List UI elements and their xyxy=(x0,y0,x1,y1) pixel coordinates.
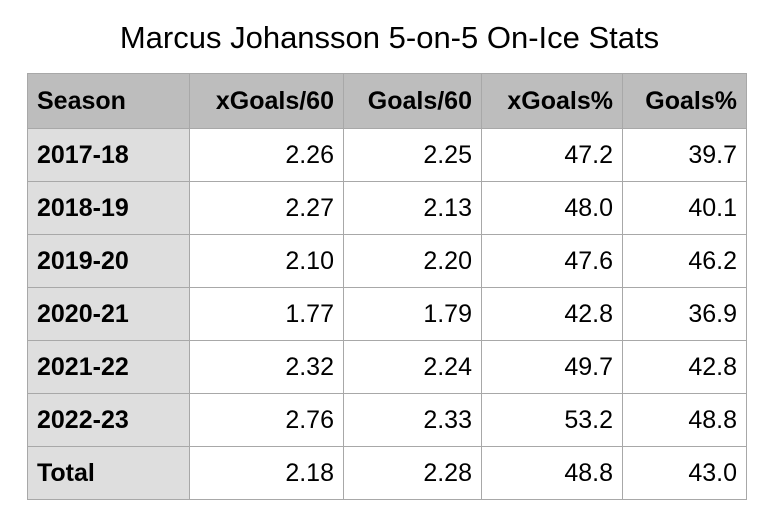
xgoals-pct-cell: 53.2 xyxy=(481,393,623,447)
table-row: 2017-18 2.26 2.25 47.2 39.7 xyxy=(27,128,747,182)
goals-per-60-cell: 2.33 xyxy=(343,393,482,447)
goals-per-60-cell: 1.79 xyxy=(343,287,482,341)
header-xgoals-per-60: xGoals/60 xyxy=(189,73,344,129)
goals-pct-cell: 48.8 xyxy=(622,393,747,447)
season-cell: 2021-22 xyxy=(27,340,190,394)
goals-pct-cell: 36.9 xyxy=(622,287,747,341)
goals-pct-cell: 43.0 xyxy=(622,446,747,500)
table-body: 2017-18 2.26 2.25 47.2 39.7 2018-19 2.27 2.13 48… xyxy=(27,128,747,500)
header-goals-pct: Goals% xyxy=(622,73,747,129)
header-row: Season xGoals/60 Goals/60 xGoals% Goals% xyxy=(27,73,747,129)
season-cell: 2020-21 xyxy=(27,287,190,341)
goals-pct-cell: 42.8 xyxy=(622,340,747,394)
xgoals-pct-cell: 42.8 xyxy=(481,287,623,341)
goals-pct-cell: 39.7 xyxy=(622,128,747,182)
goals-per-60-cell: 2.24 xyxy=(343,340,482,394)
season-cell: Total xyxy=(27,446,190,500)
goals-pct-cell: 46.2 xyxy=(622,234,747,288)
goals-per-60-cell: 2.28 xyxy=(343,446,482,500)
season-cell: 2022-23 xyxy=(27,393,190,447)
xgoals-per-60-cell: 2.10 xyxy=(189,234,344,288)
table-row: 2018-19 2.27 2.13 48.0 40.1 xyxy=(27,181,747,235)
xgoals-per-60-cell: 2.27 xyxy=(189,181,344,235)
goals-per-60-cell: 2.13 xyxy=(343,181,482,235)
xgoals-pct-cell: 49.7 xyxy=(481,340,623,394)
xgoals-per-60-cell: 1.77 xyxy=(189,287,344,341)
table-row: 2021-22 2.32 2.24 49.7 42.8 xyxy=(27,340,747,394)
season-cell: 2019-20 xyxy=(27,234,190,288)
table-row: 2019-20 2.10 2.20 47.6 46.2 xyxy=(27,234,747,288)
goals-per-60-cell: 2.20 xyxy=(343,234,482,288)
xgoals-per-60-cell: 2.32 xyxy=(189,340,344,394)
table-row: 2020-21 1.77 1.79 42.8 36.9 xyxy=(27,287,747,341)
xgoals-per-60-cell: 2.76 xyxy=(189,393,344,447)
header-goals-per-60: Goals/60 xyxy=(343,73,482,129)
xgoals-pct-cell: 47.6 xyxy=(481,234,623,288)
table-row: 2022-23 2.76 2.33 53.2 48.8 xyxy=(27,393,747,447)
goals-per-60-cell: 2.25 xyxy=(343,128,482,182)
season-cell: 2018-19 xyxy=(27,181,190,235)
header-xgoals-pct: xGoals% xyxy=(481,73,623,129)
goals-pct-cell: 40.1 xyxy=(622,181,747,235)
xgoals-per-60-cell: 2.18 xyxy=(189,446,344,500)
chart-title: Marcus Johansson 5-on-5 On-Ice Stats xyxy=(119,20,660,55)
xgoals-pct-cell: 48.8 xyxy=(481,446,623,500)
xgoals-pct-cell: 48.0 xyxy=(481,181,623,235)
table-row: Total 2.18 2.28 48.8 43.0 xyxy=(27,446,747,500)
season-cell: 2017-18 xyxy=(27,128,190,182)
header-season: Season xyxy=(27,73,190,129)
xgoals-per-60-cell: 2.26 xyxy=(189,128,344,182)
stats-table: Season xGoals/60 Goals/60 xGoals% Goals%… xyxy=(27,73,747,500)
xgoals-pct-cell: 47.2 xyxy=(481,128,623,182)
